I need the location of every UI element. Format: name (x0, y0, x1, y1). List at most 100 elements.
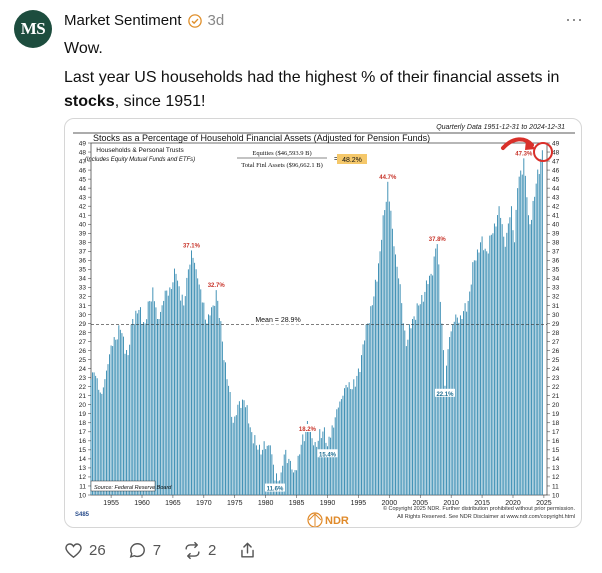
quarterly-bar (156, 319, 158, 495)
quarterly-bar (146, 319, 148, 495)
quarterly-bar (376, 281, 378, 495)
quarterly-bar (350, 389, 352, 495)
y-tick-label-right: 36 (552, 258, 560, 265)
quarterly-bar (203, 302, 205, 495)
author-name[interactable]: Market Sentiment (64, 12, 182, 29)
quarterly-bar (497, 215, 499, 495)
y-tick-label-left: 13 (79, 465, 87, 472)
quarterly-bar (197, 278, 199, 495)
quarterly-bar (340, 399, 342, 495)
quarterly-bar (129, 344, 131, 495)
y-tick-label-right: 46 (552, 167, 560, 174)
y-tick-label-left: 32 (79, 294, 87, 301)
quarterly-bar (493, 223, 495, 495)
quarterly-bar (484, 248, 486, 495)
y-tick-label-left: 42 (79, 203, 87, 210)
quarterly-bar (184, 296, 186, 495)
y-tick-label-right: 25 (552, 357, 560, 364)
ratio-equals: = (334, 156, 338, 163)
comment-button[interactable]: 7 (128, 541, 161, 560)
quarterly-bar (407, 339, 409, 495)
stock-allocation-chart: Quarterly Data 1951-12-31 to 2024-12-31 … (73, 124, 575, 527)
quarterly-bar (467, 300, 469, 495)
y-tick-label-right: 20 (552, 402, 560, 409)
quarterly-bar (93, 372, 95, 495)
like-button[interactable]: 26 (64, 541, 106, 560)
quarterly-bar (133, 324, 135, 495)
quarterly-bar (430, 273, 432, 495)
y-tick-label-right: 13 (552, 465, 560, 472)
more-options-icon[interactable]: ⋯ (565, 10, 584, 30)
quarterly-bar (306, 420, 308, 495)
quarterly-bar (90, 379, 92, 495)
quarterly-bar (527, 215, 529, 495)
quarterly-bar (532, 200, 534, 495)
y-tick-label-left: 19 (79, 411, 87, 418)
quarterly-bar (302, 434, 304, 495)
y-tick-label-left: 20 (79, 402, 87, 409)
quarterly-bar (524, 175, 526, 495)
quarterly-bar (245, 407, 247, 495)
y-tick-label-left: 38 (79, 240, 87, 247)
quarterly-bar (507, 223, 509, 495)
annotation-label: 11.6% (267, 487, 284, 493)
y-tick-label-left: 37 (79, 249, 87, 256)
quarterly-bar (408, 324, 410, 495)
quarterly-bar (166, 290, 168, 495)
quarterly-bar (305, 429, 307, 495)
quarterly-bar (178, 286, 180, 495)
y-tick-label-left: 31 (79, 303, 87, 310)
quarterly-bar (458, 322, 460, 495)
quarterly-bar (240, 407, 242, 495)
y-tick-label-right: 18 (552, 420, 560, 427)
quarterly-bar (490, 234, 492, 495)
repost-count: 2 (208, 542, 217, 559)
quarterly-bar (169, 287, 171, 495)
quarterly-bar (150, 301, 152, 495)
quarterly-bar (348, 382, 350, 495)
y-tick-label-left: 48 (79, 149, 87, 156)
y-tick-label-left: 23 (79, 375, 87, 382)
quarterly-bar (446, 365, 448, 495)
quarterly-bar (424, 291, 426, 495)
y-tick-label-left: 26 (79, 348, 87, 355)
quarterly-bar (381, 239, 383, 495)
quarterly-bar (283, 454, 285, 495)
quarterly-bar (121, 333, 123, 495)
quarterly-bar (390, 210, 392, 495)
quarterly-bar (466, 311, 468, 495)
quarterly-bar (401, 303, 403, 495)
ratio-numerator: Equities ($46,593.9 B) (252, 150, 311, 157)
quarterly-bar (191, 250, 192, 495)
repost-button[interactable]: 2 (183, 541, 216, 560)
post-text-bold: stocks (64, 93, 115, 110)
y-tick-label-left: 46 (79, 167, 87, 174)
quarterly-bar (259, 444, 260, 495)
quarterly-bar (354, 386, 356, 495)
quarterly-bar (331, 425, 333, 495)
quarterly-bar (172, 282, 174, 495)
x-tick-label: 2020 (505, 500, 521, 507)
share-button[interactable] (238, 541, 263, 560)
quarterly-bar (223, 360, 225, 495)
mean-label: Mean = 28.9% (255, 317, 300, 324)
quarterly-bar (404, 330, 406, 495)
quarterly-bar (387, 181, 389, 495)
annotation-bg (297, 423, 318, 432)
chart-image-card[interactable]: Quarterly Data 1951-12-31 to 2024-12-31 … (64, 118, 582, 528)
avatar[interactable]: MS (14, 10, 52, 48)
quarterly-bar (521, 174, 523, 495)
annotation-label: 37.8% (429, 237, 447, 243)
y-tick-label-right: 35 (552, 267, 560, 274)
y-tick-label-right: 32 (552, 294, 560, 301)
quarterly-bar (107, 364, 109, 495)
quarterly-bar (531, 219, 533, 495)
quarterly-bar (311, 438, 313, 495)
quarterly-bar (510, 206, 512, 495)
y-tick-label-right: 47 (552, 158, 560, 165)
quarterly-bar (194, 262, 196, 495)
quarterly-bar (361, 355, 362, 495)
quarterly-bar (221, 341, 223, 495)
quarterly-bar (286, 463, 288, 495)
y-tick-label-left: 47 (79, 158, 87, 165)
